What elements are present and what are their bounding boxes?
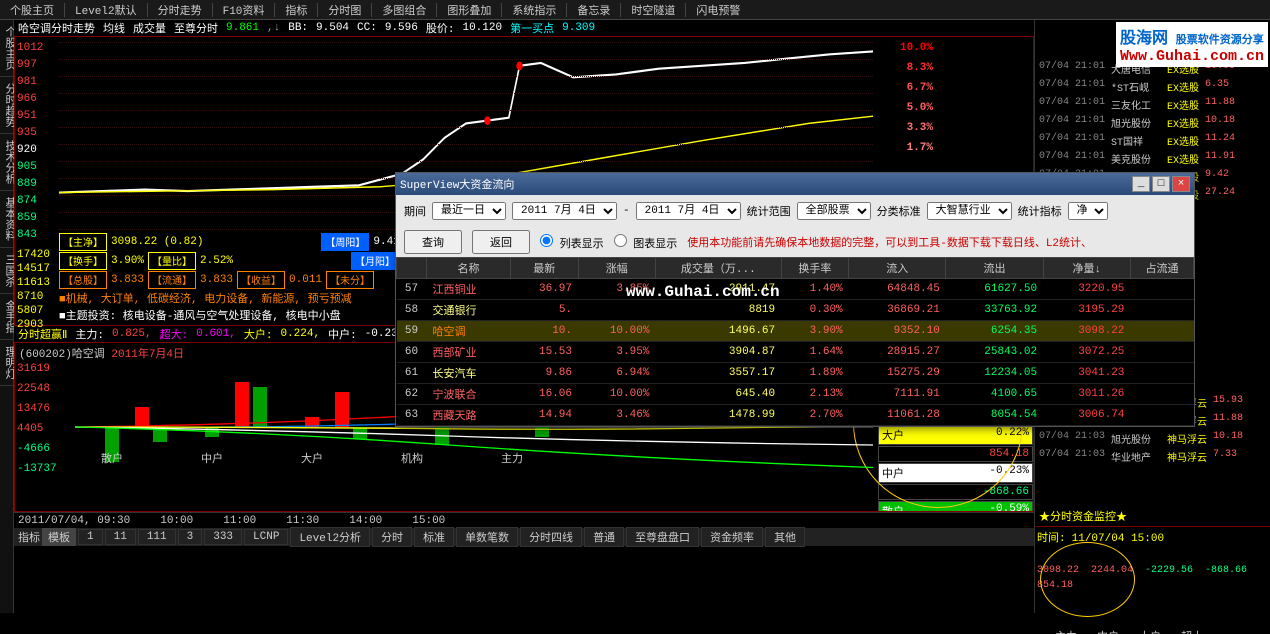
dialog-titlebar[interactable]: SuperView大资金流向 _ □ × [396,173,1194,195]
radio-chart[interactable]: 图表显示 [614,234,678,251]
section-title: ★分时资金监控★ [1035,506,1270,526]
watermark: 股海网 股票软件资源分享 Www.Guhai.com.cn [1116,22,1268,67]
menu-1[interactable]: Level2默认 [69,0,143,20]
chart1-legend: 【主净】3098.22 (0.82)【周阳】9.41【换手】3.90%【量比】2… [59,233,429,323]
menu-0[interactable]: 个股主页 [4,0,60,20]
close-button[interactable]: × [1172,176,1190,192]
menu-4[interactable]: 指标 [279,0,313,20]
top-menubar: 个股主页 Level2默认分时走势 F10资料指标分时图多图组合图形叠加系统指示备忘… [0,0,1270,20]
menu-9[interactable]: 备忘录 [571,0,616,20]
url-overlay: www.Guhai.com.cn [626,283,780,301]
date-to[interactable]: 2011 7月 4日 [636,202,741,220]
bottom-tabbar: 指标模板1111113333LCNPLevel2分析分时标准单数笔数分时四线普通… [14,528,1034,546]
dialog-table[interactable]: 名称最新涨幅成交量（万...换手率流入流出净量↓占流通57江西铜业36.973.… [396,257,1194,426]
stat-select[interactable]: 净额 [1068,202,1108,220]
menu-10[interactable]: 时空隧道 [625,0,681,20]
query-button[interactable]: 查询 [404,230,462,254]
radio-list[interactable]: 列表显示 [540,234,604,251]
menu-5[interactable]: 分时图 [322,0,367,20]
menu-11[interactable]: 闪电预警 [690,0,746,20]
period-select[interactable]: 最近一日 [432,202,506,220]
dialog-toolbar2: 查询 返回 列表显示 图表显示 使用本功能前请先确保本地数据的完整，可以到工具-… [396,227,1194,257]
dialog-toolbar: 期间 最近一日 2011 7月 4日 - 2011 7月 4日 统计范围 全部股… [396,195,1194,227]
left-sidebar: 个股主页分时趋势技术分析基本资料三国杀金手指理明灯 [0,20,14,613]
mini-capital-chart: 时间: 11/07/04 15:00 3098.222244.04-2229.5… [1035,526,1270,634]
back-button[interactable]: 返回 [472,230,530,254]
maximize-button[interactable]: □ [1152,176,1170,192]
chart1-yaxis: 1012997981966951935920905889874859843174… [17,37,57,325]
info-line-top: 哈空调分时走势 均线 成交量 至尊分时 9.861 ,↓ BB: 9.504 C… [14,20,1034,36]
dialog-title: SuperView大资金流向 [400,176,514,192]
time-axis: 2011/07/04, 09:3010:0011:0011:3014:0015:… [14,512,1034,528]
menu-8[interactable]: 系统指示 [506,0,562,20]
menu-6[interactable]: 多图组合 [376,0,432,20]
scope-select[interactable]: 全部股票 [797,202,871,220]
minimize-button[interactable]: _ [1132,176,1150,192]
superview-dialog: SuperView大资金流向 _ □ × 期间 最近一日 2011 7月 4日 … [395,172,1195,427]
date-from[interactable]: 2011 7月 4日 [512,202,617,220]
menu-3[interactable]: F10资料 [217,0,271,20]
menu-2[interactable]: 分时走势 [152,0,208,20]
class-select[interactable]: 大智慧行业 [927,202,1012,220]
stock-name: 哈空调分时走势 [18,20,95,36]
chart2-sub: (600202)哈空调 2011年7月4日 [19,345,184,361]
menu-7[interactable]: 图形叠加 [441,0,497,20]
